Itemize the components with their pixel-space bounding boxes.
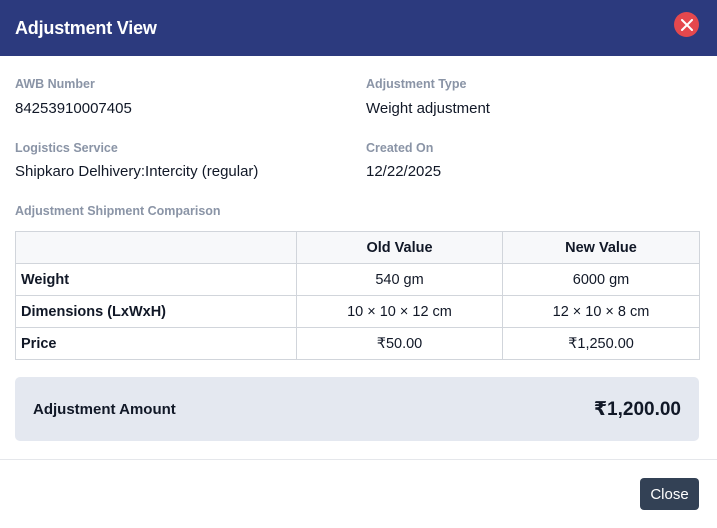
table-row: Dimensions (LxWxH) 10 × 10 × 12 cm 12 × … xyxy=(15,295,700,328)
row-label-weight: Weight xyxy=(15,263,297,296)
old-value-cell: ₹50.00 xyxy=(296,327,503,360)
logistics-service-label: Logistics Service xyxy=(15,141,118,155)
table-header-row: Old Value New Value xyxy=(15,231,700,264)
comparison-section-label: Adjustment Shipment Comparison xyxy=(15,204,221,218)
table-header-new-value: New Value xyxy=(502,231,700,264)
created-on-label: Created On xyxy=(366,141,434,155)
close-icon[interactable] xyxy=(674,12,699,37)
table-header-old-value: Old Value xyxy=(296,231,503,264)
awb-number-value: 84253910007405 xyxy=(15,100,132,117)
new-value-cell: 6000 gm xyxy=(502,263,700,296)
logistics-service-value: Shipkaro Delhivery:Intercity (regular) xyxy=(15,163,259,180)
new-value-cell: 12 × 10 × 8 cm xyxy=(502,295,700,328)
close-button[interactable]: Close xyxy=(640,478,699,510)
comparison-table: Old Value New Value Weight 540 gm 6000 g… xyxy=(15,231,700,360)
old-value-cell: 540 gm xyxy=(296,263,503,296)
adjustment-type-value: Weight adjustment xyxy=(366,100,490,117)
table-header-cell xyxy=(15,231,297,264)
awb-number-label: AWB Number xyxy=(15,77,95,91)
footer-divider xyxy=(0,459,717,460)
adjustment-amount-label: Adjustment Amount xyxy=(33,400,176,418)
table-row: Weight 540 gm 6000 gm xyxy=(15,263,700,296)
modal-title: Adjustment View xyxy=(15,17,157,38)
new-value-cell: ₹1,250.00 xyxy=(502,327,700,360)
modal-header: Adjustment View xyxy=(0,0,717,56)
adjustment-amount-value: ₹1,200.00 xyxy=(593,398,681,420)
created-on-value: 12/22/2025 xyxy=(366,163,442,180)
adjustment-type-label: Adjustment Type xyxy=(366,77,467,91)
old-value-cell: 10 × 10 × 12 cm xyxy=(296,295,503,328)
row-label-dimensions: Dimensions (LxWxH) xyxy=(15,295,297,328)
adjustment-amount-box: Adjustment Amount ₹1,200.00 xyxy=(15,377,699,441)
row-label-price: Price xyxy=(15,327,297,360)
table-row: Price ₹50.00 ₹1,250.00 xyxy=(15,327,700,360)
